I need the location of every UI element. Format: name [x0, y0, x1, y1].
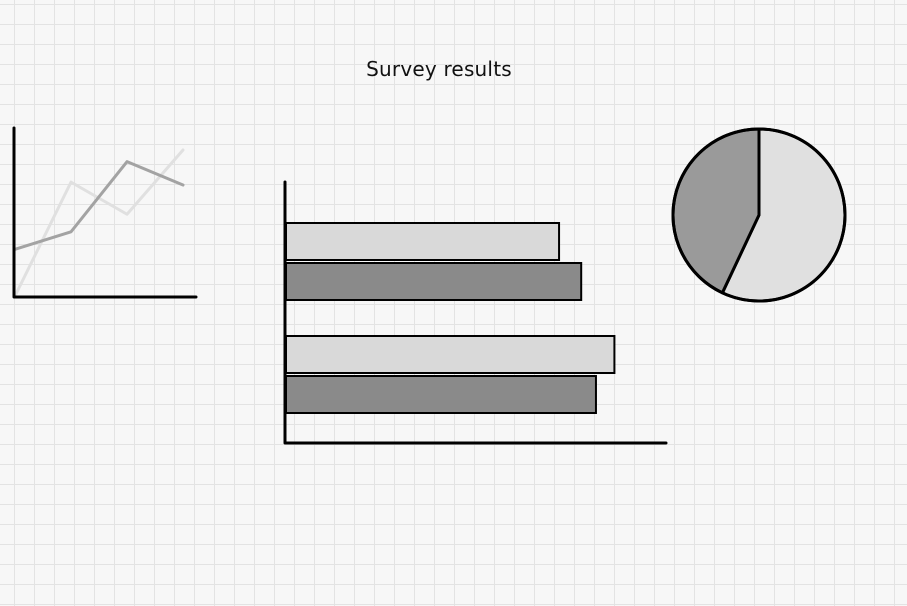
line-chart-axes — [12, 126, 198, 299]
pie-chart — [671, 127, 847, 303]
bar-1-series-1 — [285, 222, 561, 261]
bar-chart — [283, 180, 668, 445]
page-title: Survey results — [366, 57, 512, 81]
bar-chart-axes — [283, 180, 668, 445]
bar-2-series-2 — [285, 375, 597, 414]
pie-outline — [671, 127, 847, 303]
line-series-2 — [13, 160, 185, 251]
line-series-1 — [13, 148, 185, 298]
bar-2-series-1 — [285, 335, 616, 374]
bar-1-series-2 — [285, 262, 583, 301]
line-chart — [12, 126, 198, 299]
